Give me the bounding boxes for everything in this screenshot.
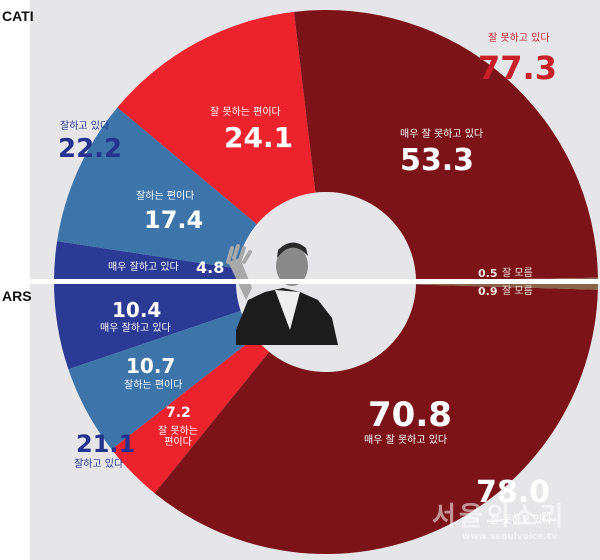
ars-negative-total-label: 잘 못하고 있다 [490, 515, 552, 526]
person-photo [226, 242, 338, 345]
ars-slice-2 [111, 337, 270, 494]
cati-somewhat-bad-label: 잘 못하는 편이다 [210, 107, 281, 118]
cati-group-title: CATI [2, 8, 34, 24]
ars-somewhat-bad-value: 7.2 [166, 405, 191, 421]
cati-negative-total-value: 77.3 [478, 49, 557, 87]
ars-unknown-label: 잘 모름 [502, 286, 533, 297]
ars-positive-total-label: 잘하고 있다 [74, 459, 124, 470]
ars-very-bad-label: 매우 잘 못하고 있다 [364, 435, 448, 446]
cati-unknown-value: 0.5 [478, 267, 498, 280]
cati-positive-total-value: 22.2 [58, 134, 123, 164]
cati-positive-total-label: 잘하고 있다 [60, 121, 110, 132]
cati-slice-3 [294, 10, 598, 281]
ars-somewhat-good-label: 잘하는 편이다 [124, 380, 183, 391]
cati-somewhat-good-label: 잘하는 편이다 [136, 191, 195, 202]
ars-positive-total-value: 21.1 [76, 430, 136, 458]
ars-slice-0 [54, 282, 241, 370]
cati-negative-total-label: 잘 못하고 있다 [488, 33, 550, 44]
ars-very-bad-value: 70.8 [368, 395, 452, 435]
ars-slice-3 [154, 284, 598, 554]
ars-slice-1 [68, 310, 256, 450]
cati-very-good-label: 매우 잘하고 있다 [108, 262, 179, 273]
ars-somewhat-bad-label: 잘 못하는 편이다 [158, 426, 198, 448]
ars-unknown-value: 0.9 [478, 285, 498, 298]
cati-slice-1 [57, 107, 257, 269]
ars-negative-total-value: 78.0 [476, 475, 551, 510]
watermark-url: www.seoulvoice.tv [462, 532, 558, 542]
cati-somewhat-bad-value: 24.1 [224, 121, 294, 154]
cati-somewhat-good-value: 17.4 [144, 206, 204, 234]
cati-very-good-value: 4.8 [196, 258, 225, 277]
cati-slice-2 [117, 11, 316, 225]
ars-very-good-value: 10.4 [112, 298, 162, 322]
cati-unknown-label: 잘 모름 [502, 268, 533, 279]
cati-very-bad-value: 53.3 [400, 143, 475, 178]
watermark-brand: 서울의소리 [432, 502, 567, 532]
cati-slice-0 [54, 241, 238, 282]
cati-very-bad-label: 매우 잘 못하고 있다 [400, 129, 484, 140]
ars-group-title: ARS [2, 288, 32, 304]
ars-somewhat-good-value: 10.7 [126, 354, 176, 378]
group-divider [0, 279, 600, 284]
ars-very-good-label: 매우 잘하고 있다 [100, 323, 171, 334]
